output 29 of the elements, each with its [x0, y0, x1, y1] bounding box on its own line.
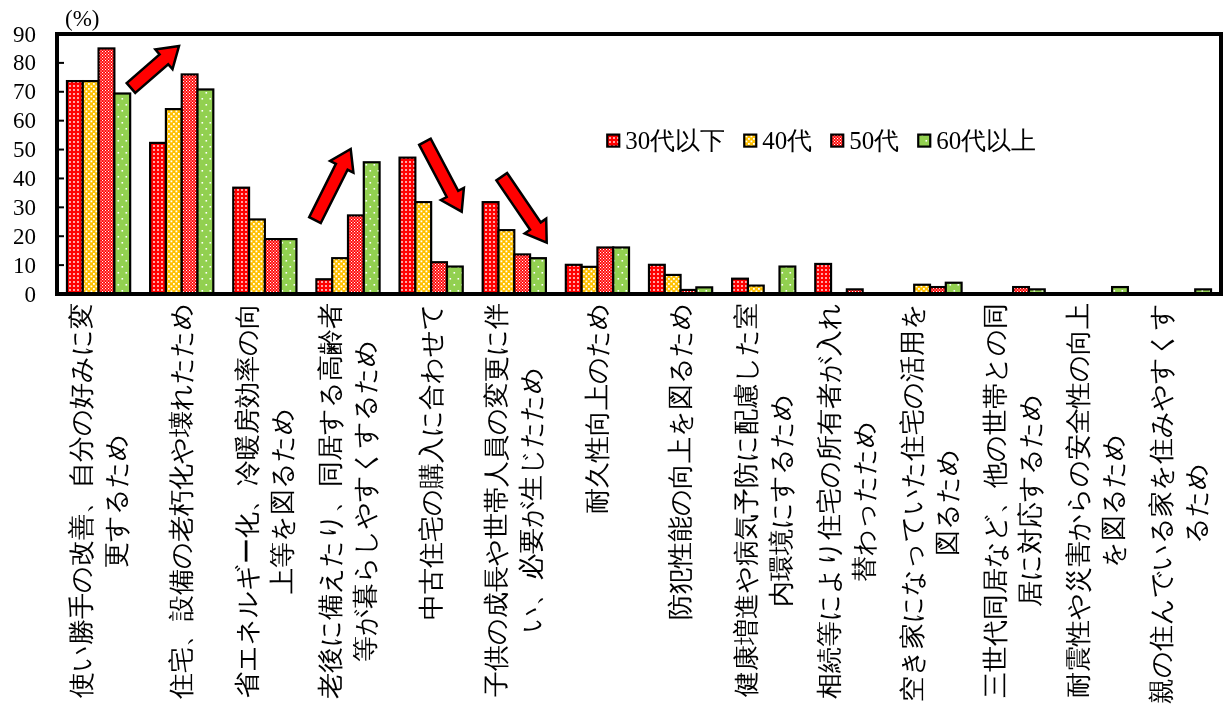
category-label: 子供の成長や世帯人員の変更に伴い、必要が生じたため: [482, 303, 547, 697]
legend-label: 30代以下: [625, 127, 726, 155]
y-tick-label: 10: [13, 252, 36, 278]
legend-label: 60代以上: [936, 127, 1037, 155]
category-label: 耐震性や災害からの安全性の向上を図るため: [1064, 303, 1129, 698]
category-label: 相続等により住宅の所有者が入れ替わったため: [814, 303, 879, 699]
y-tick-label: 40: [13, 165, 36, 191]
category-label: 耐久性向上のため: [582, 303, 612, 514]
category-label: 中古住宅の購入に合わせて: [416, 303, 446, 620]
y-tick-label: 0: [24, 281, 36, 307]
category-label: 老後に備えたり、同居する高齢者等が暮らしやすくするため: [316, 303, 380, 699]
category-label: 三世代同居など、他の世帯との同居に対応するため: [981, 303, 1046, 698]
y-axis-title: (%): [65, 5, 100, 31]
y-tick-label: 30: [13, 194, 36, 220]
y-tick-label: 60: [13, 108, 36, 134]
category-label: 省エネルギー化、冷暖房効率の向上等を図るため: [232, 303, 297, 698]
category-label: 健康増進や病気予防に配慮した室内環境にするため: [731, 303, 796, 697]
category-label: 親の住んでいる家を住みやすくするため: [1147, 303, 1212, 704]
category-label: 住宅、設備の老朽化や壊れたため: [167, 303, 197, 699]
y-tick-label: 90: [13, 21, 36, 47]
legend-label: 40代: [762, 127, 813, 155]
y-tick-label: 70: [13, 79, 36, 105]
category-label: 使い勝手の改善、自分の好みに変更するため: [66, 303, 131, 698]
category-label: 防犯性能の向上を図るため: [666, 303, 696, 620]
y-tick-label: 50: [13, 137, 36, 163]
category-label: 空き家になっていた住宅の活用を図るため: [898, 303, 962, 702]
y-tick-label: 80: [13, 50, 36, 76]
legend-label: 50代: [849, 127, 900, 155]
y-tick-label: 20: [13, 223, 36, 249]
